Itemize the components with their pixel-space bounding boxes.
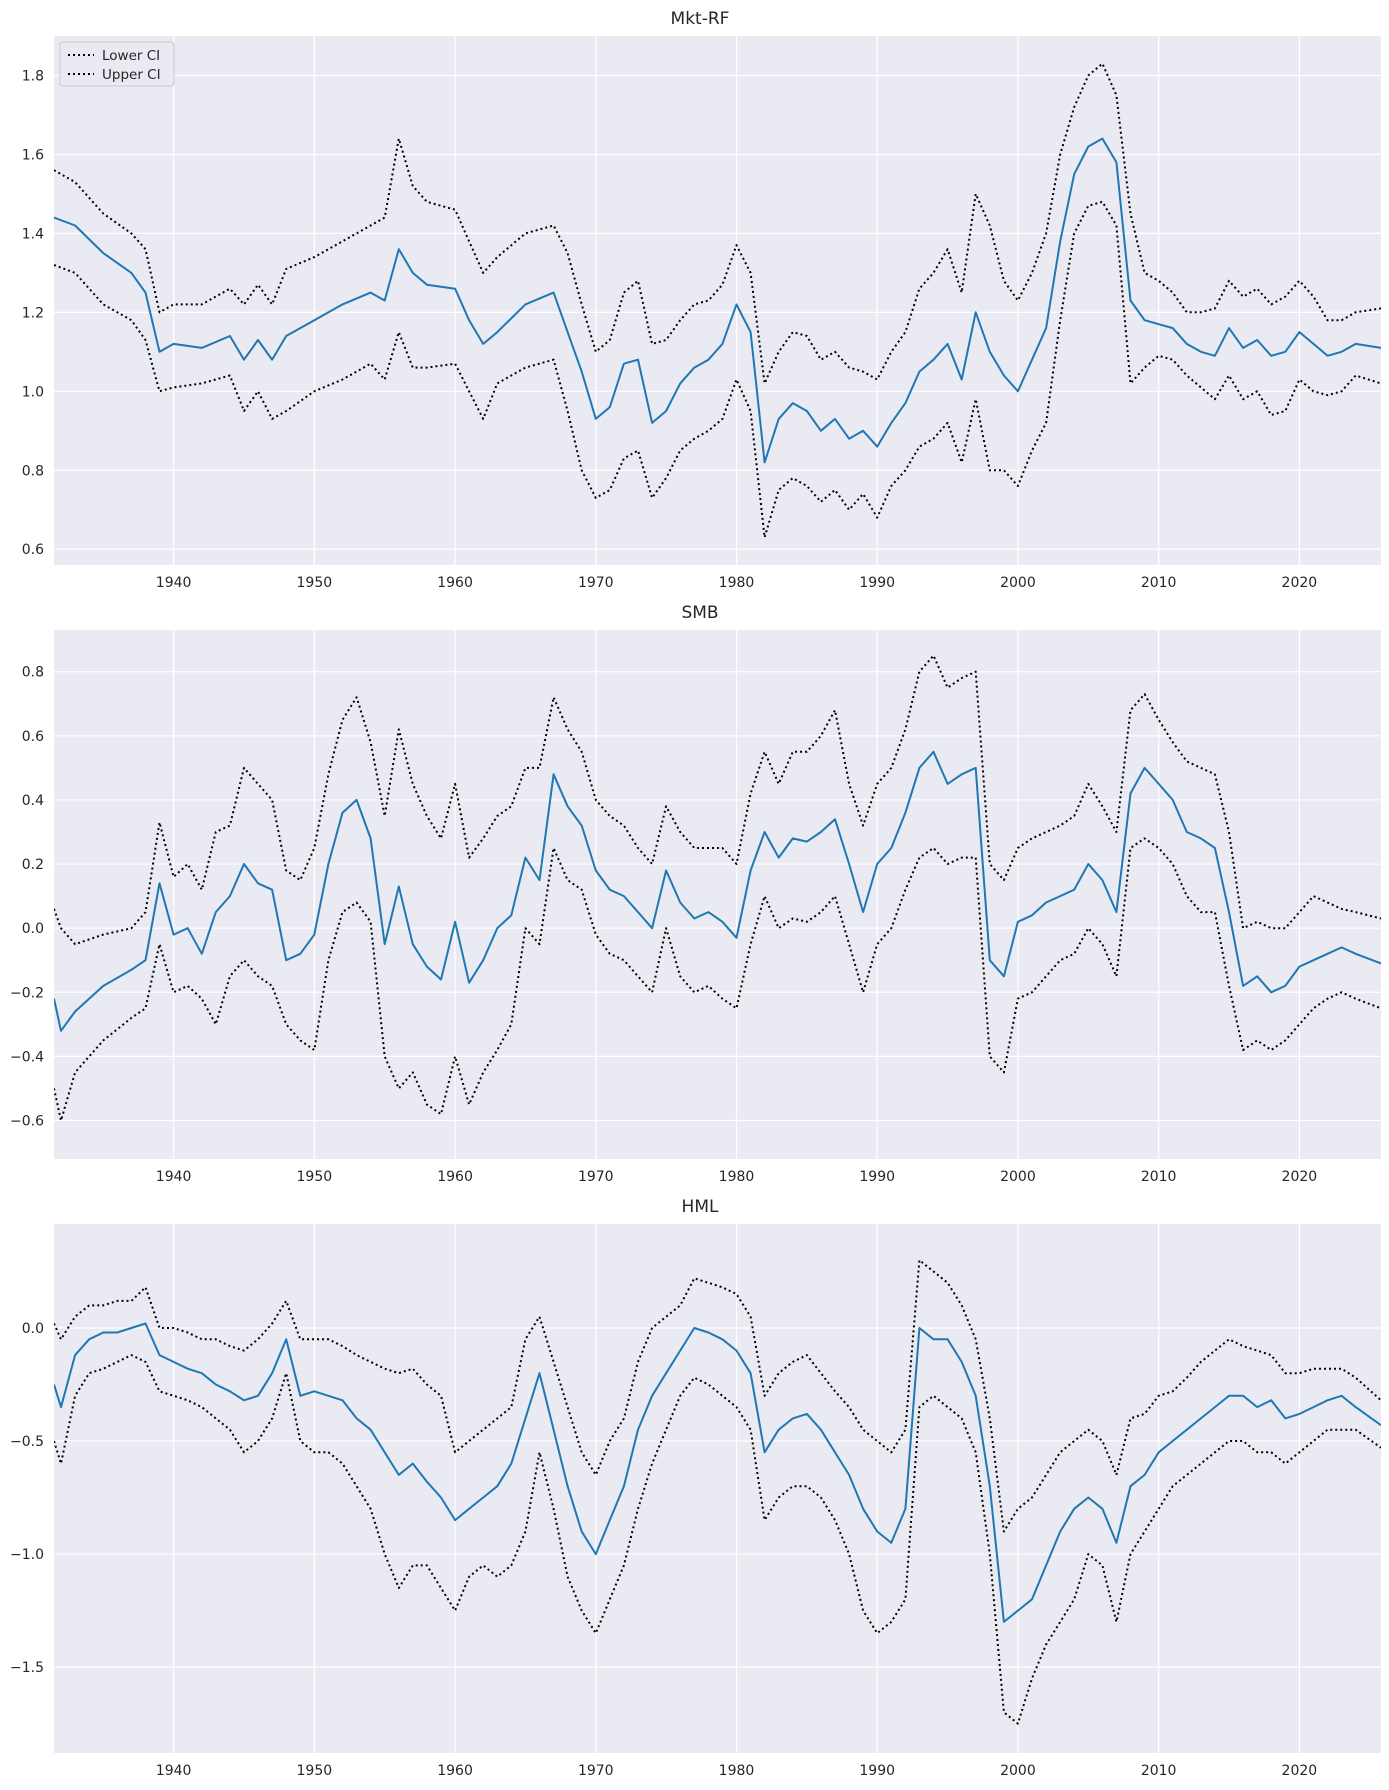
x-tick-label: 1980: [719, 1169, 755, 1185]
upper-ci-line: [54, 62, 1381, 385]
x-tick-label: 2000: [1000, 1169, 1036, 1185]
x-tick-label: 1990: [859, 575, 895, 591]
upper-ci-line: [54, 654, 1381, 946]
x-tick-label: 2000: [1000, 1763, 1036, 1779]
y-tick-label: 0.0: [22, 921, 44, 937]
y-tick-label: 1.0: [22, 384, 44, 400]
x-tick-label: 1980: [719, 1763, 755, 1779]
y-tick-label: 0.6: [22, 729, 44, 745]
plot-area: [54, 1224, 1381, 1753]
panel-mkt-rf: 1940 1950 1960 1970 1980 1990 2000 2010 2020 0.6 0…: [22, 9, 1381, 591]
panel-smb: 1940 1950 1960 1970 1980 1990 2000 2010 2020 −0.6…: [10, 603, 1381, 1185]
plot-area: [54, 630, 1381, 1159]
lower-ci-line: [54, 837, 1381, 1122]
x-tick-label: 1970: [578, 1169, 614, 1185]
x-tick-label: 2010: [1141, 575, 1177, 591]
lower-ci-line: [54, 200, 1381, 539]
x-tick-label: 2010: [1141, 1763, 1177, 1779]
x-tick-label: 1990: [859, 1763, 895, 1779]
x-tick-label: 1970: [578, 1763, 614, 1779]
x-tick-label: 2020: [1282, 1763, 1318, 1779]
y-tick-label: −0.2: [10, 985, 44, 1001]
legend-label: Upper CI: [102, 67, 161, 83]
y-tick-label: −1.5: [10, 1660, 44, 1676]
y-tick-label: 0.8: [22, 463, 44, 479]
y-tick-label: 1.4: [22, 226, 44, 242]
legend-label: Lower CI: [102, 48, 160, 64]
y-tick-label: −0.5: [10, 1434, 44, 1450]
panel-title: HML: [682, 1197, 719, 1217]
y-tick-label: 0.0: [22, 1321, 44, 1337]
x-tick-label: 1990: [859, 1169, 895, 1185]
estimate-line: [54, 137, 1381, 464]
panel-hml: 1940 1950 1960 1970 1980 1990 2000 2010 2020 −1.5…: [10, 1197, 1381, 1779]
y-tick-label: 0.6: [22, 542, 44, 558]
y-tick-label: −0.6: [10, 1114, 44, 1130]
x-tick-label: 2020: [1282, 575, 1318, 591]
x-tick-label: 1940: [156, 1763, 192, 1779]
x-tick-label: 1960: [437, 1763, 473, 1779]
upper-ci-line: [54, 1259, 1381, 1533]
y-tick-label: 1.6: [22, 147, 44, 163]
y-tick-label: 1.8: [22, 68, 44, 84]
x-tick-label: 1940: [156, 1169, 192, 1185]
panel-title: SMB: [681, 603, 718, 623]
x-tick-label: 1940: [156, 575, 192, 591]
x-tick-label: 1950: [297, 575, 333, 591]
grid: [54, 1224, 1381, 1753]
x-tick-label: 1950: [297, 1169, 333, 1185]
y-tick-label: 0.2: [22, 857, 44, 873]
y-tick-label: −1.0: [10, 1547, 44, 1563]
y-tick-label: 1.2: [22, 305, 44, 321]
x-tick-label: 2020: [1282, 1169, 1318, 1185]
estimate-line: [54, 1322, 1381, 1623]
y-tick-label: 0.8: [22, 665, 44, 681]
x-tick-label: 1960: [437, 1169, 473, 1185]
y-tick-label: 0.4: [22, 793, 44, 809]
x-tick-label: 2000: [1000, 575, 1036, 591]
x-tick-label: 1980: [719, 575, 755, 591]
grid: [54, 36, 1381, 565]
panel-title: Mkt-RF: [671, 9, 730, 29]
x-tick-label: 1970: [578, 575, 614, 591]
legend: Lower CI Upper CI: [59, 41, 175, 87]
x-tick-label: 1950: [297, 1763, 333, 1779]
x-tick-label: 2010: [1141, 1169, 1177, 1185]
y-tick-label: −0.4: [10, 1049, 44, 1065]
estimate-line: [54, 750, 1381, 1032]
x-tick-label: 1960: [437, 575, 473, 591]
plot-area: [54, 36, 1381, 565]
grid: [54, 630, 1381, 1159]
